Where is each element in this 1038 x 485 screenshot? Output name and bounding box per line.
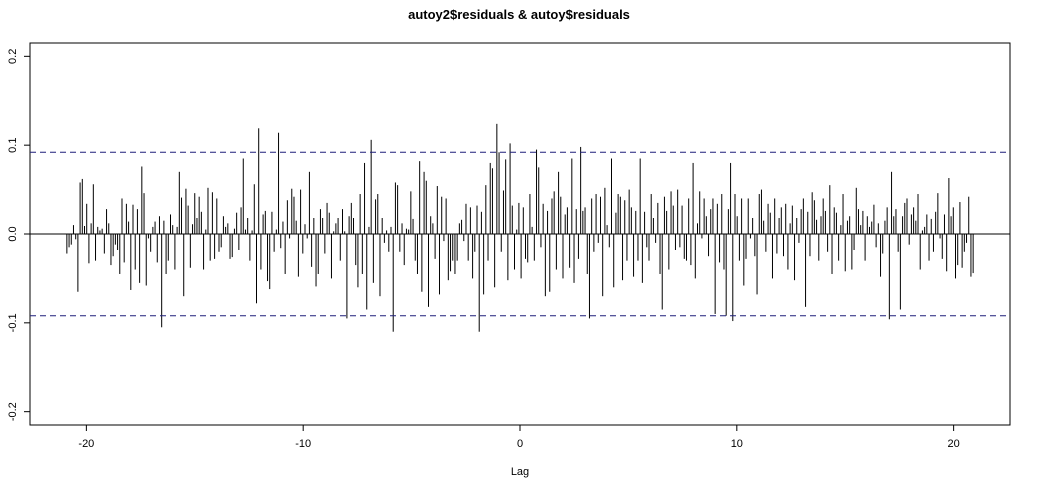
x-axis-label: Lag bbox=[511, 466, 529, 478]
chart-title: autoy2$residuals & autoy$residuals bbox=[408, 7, 630, 22]
x-axis: -20 -10 0 10 20 bbox=[78, 425, 960, 450]
y-tick-label: 0.1 bbox=[7, 138, 19, 153]
x-tick-label: 10 bbox=[731, 438, 743, 450]
y-tick-label: -0.2 bbox=[7, 402, 19, 421]
y-tick-label: 0.2 bbox=[7, 49, 19, 64]
y-tick-label: 0.0 bbox=[7, 226, 19, 241]
x-tick-label: 0 bbox=[517, 438, 523, 450]
y-axis: -0.2 -0.1 0.0 0.1 0.2 bbox=[7, 49, 30, 421]
x-tick-label: -10 bbox=[295, 438, 311, 450]
y-tick-label: -0.1 bbox=[7, 313, 19, 332]
x-tick-label: 20 bbox=[948, 438, 960, 450]
x-tick-label: -20 bbox=[78, 438, 94, 450]
ccf-bars bbox=[66, 123, 974, 332]
